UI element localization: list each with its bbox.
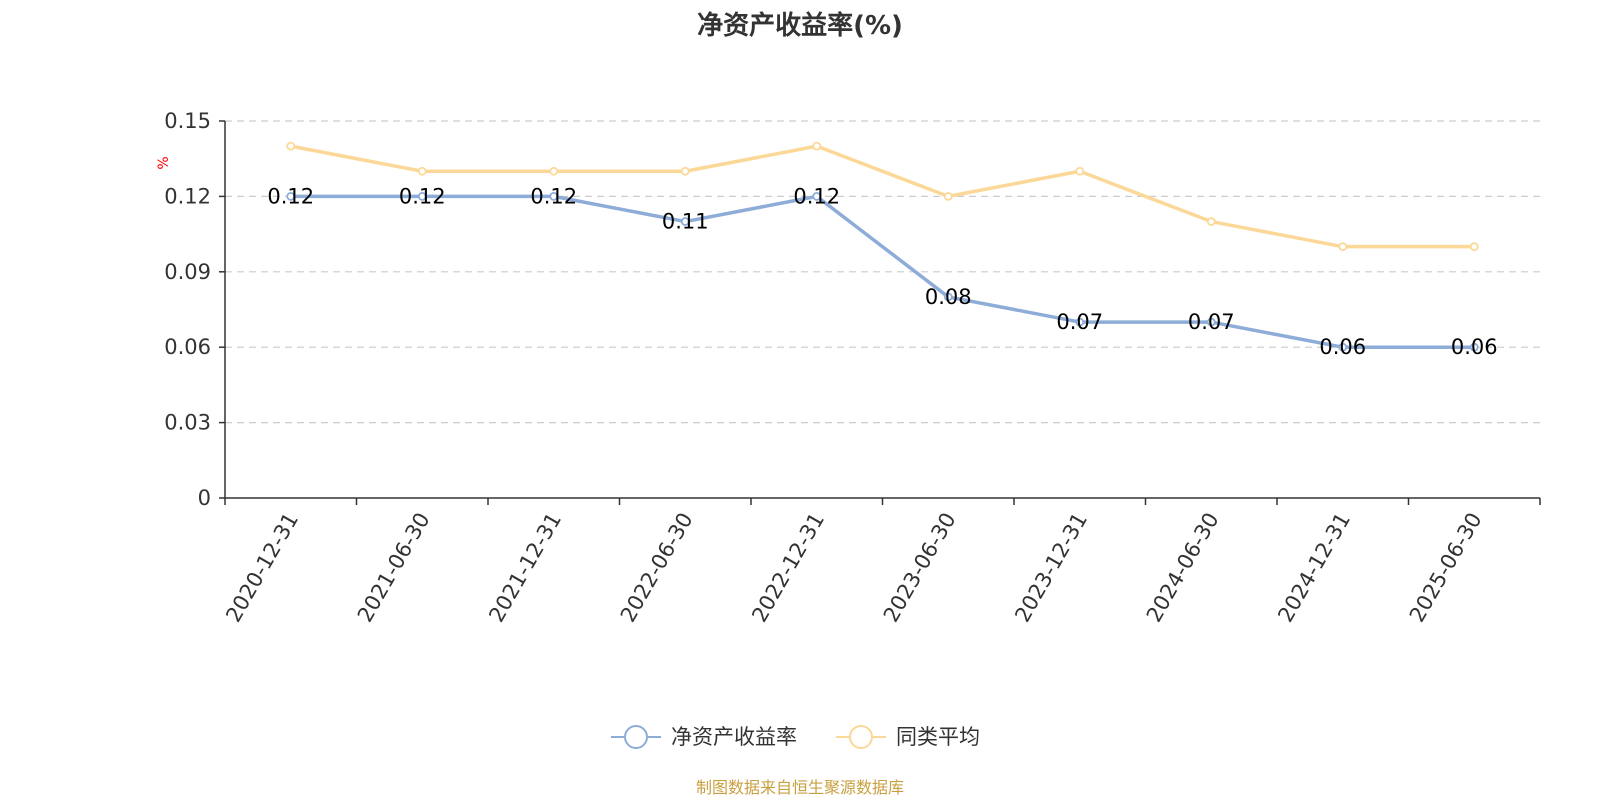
y-axis-unit-label: % [156, 156, 172, 169]
x-tick-label: 2022-06-30 [616, 509, 698, 627]
data-point [286, 191, 296, 201]
x-tick-label: 2021-06-30 [353, 509, 435, 627]
legend-circle-icon [624, 725, 648, 749]
data-label: 0.06 [1451, 335, 1498, 359]
data-label: 0.12 [267, 184, 314, 208]
legend-label: 净资产收益率 [671, 725, 797, 749]
data-label: 0.11 [662, 210, 709, 234]
y-tick-label: 0.06 [164, 335, 211, 359]
data-point [417, 191, 427, 201]
x-tick-label: 2024-12-31 [1273, 509, 1355, 627]
data-point [1206, 317, 1216, 327]
data-point [1206, 217, 1216, 226]
series-line [290, 144, 1475, 249]
legend-circle-icon [849, 725, 873, 749]
grid-lines [225, 120, 1540, 424]
data-label: 0.12 [530, 184, 577, 208]
x-tick-label: 2021-12-31 [484, 509, 566, 627]
data-label: 0.12 [793, 184, 840, 208]
data-point [417, 166, 427, 176]
y-tick-label: 0.09 [164, 260, 211, 284]
legend-label: 同类平均 [896, 725, 980, 749]
data-point [286, 141, 296, 151]
data-point [1469, 342, 1479, 352]
data-point [549, 166, 559, 176]
data-point [549, 191, 559, 201]
data-label: 0.07 [1056, 310, 1103, 334]
data-point [1338, 342, 1348, 352]
data-point [1075, 166, 1085, 176]
y-tick-label: 0.12 [164, 184, 211, 208]
data-point [943, 191, 953, 201]
data-point [1469, 242, 1479, 252]
data-label: 0.08 [925, 285, 972, 309]
data-point [943, 292, 953, 302]
data-point [1075, 317, 1085, 327]
data-point [812, 141, 822, 151]
legend-item[interactable]: 净资产收益率 [611, 725, 797, 749]
axes: 0 0.03 0.06 0.09 0.12 0.15 2020-12-31 2021-06-3… [164, 109, 1541, 627]
data-point [680, 217, 690, 226]
chart-title: 净资产收益率(%) [697, 10, 903, 41]
legend-item[interactable]: 同类平均 [836, 725, 980, 749]
series-layer [286, 141, 1479, 352]
data-label: 0.06 [1319, 335, 1366, 359]
y-tick-label: 0.15 [164, 109, 211, 133]
x-tick-label: 2024-06-30 [1142, 509, 1224, 627]
x-tick-label: 2023-12-31 [1010, 509, 1092, 627]
legend[interactable]: 净资产收益率 同类平均 [611, 725, 980, 749]
data-labels: 0.12 0.12 0.12 0.11 0.12 0.08 0.07 0.07 0.06 0.06 [267, 184, 1497, 359]
data-label: 0.12 [399, 184, 446, 208]
y-tick-label: 0.03 [164, 411, 211, 435]
x-tick-label: 2025-06-30 [1405, 509, 1487, 627]
x-tick-label: 2023-06-30 [879, 509, 961, 627]
x-tick-label: 2020-12-31 [221, 509, 303, 627]
data-point [812, 191, 822, 201]
data-point [680, 166, 690, 176]
data-label: 0.07 [1188, 310, 1235, 334]
data-point [1338, 242, 1348, 252]
source-note: 制图数据来自恒生聚源数据库 [696, 778, 904, 797]
x-tick-label: 2022-12-31 [747, 509, 829, 627]
series-line [290, 194, 1475, 349]
y-tick-label: 0 [198, 486, 211, 510]
